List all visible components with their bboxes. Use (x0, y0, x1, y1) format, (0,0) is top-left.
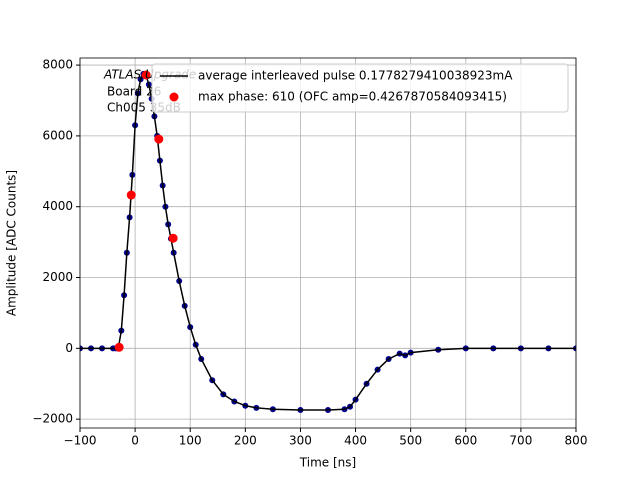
plot (80, 70, 576, 413)
x-tick-label: 200 (234, 434, 257, 448)
marker (168, 233, 178, 243)
x-tick-label: 500 (399, 434, 422, 448)
x-tick-label: 0 (131, 434, 139, 448)
plot-frame (79, 57, 577, 429)
marker (154, 134, 164, 144)
y-axis-label: Amplitude [ADC Counts] (5, 170, 19, 316)
x-tick-label: 300 (289, 434, 312, 448)
legend-label: max phase: 610 (OFC amp=0.42678705840934… (198, 90, 507, 104)
x-tick-label: 700 (509, 434, 532, 448)
y-tick-label: −2000 (32, 412, 73, 426)
marker (141, 70, 151, 80)
marker (114, 342, 124, 352)
x-tick-label: 600 (454, 434, 477, 448)
x-tick-label: 100 (179, 434, 202, 448)
y-tick-label: 6000 (42, 128, 73, 142)
x-axis-label: Time [ns] (299, 456, 356, 470)
x-tick-label: −100 (64, 434, 97, 448)
y-tick-label: 8000 (42, 58, 73, 72)
marker (126, 190, 136, 200)
legend-label: average interleaved pulse 0.177827941003… (198, 69, 513, 83)
line (80, 72, 576, 411)
legend-marker (169, 92, 179, 102)
x-tick-label: 400 (344, 434, 367, 448)
x-tick-label: 800 (565, 434, 588, 448)
y-tick-label: 0 (65, 341, 73, 355)
y-tick-label: 2000 (42, 270, 73, 284)
annotation: Board 26 (107, 85, 161, 99)
legend-box (151, 63, 569, 113)
y-tick-label: 4000 (42, 199, 73, 213)
